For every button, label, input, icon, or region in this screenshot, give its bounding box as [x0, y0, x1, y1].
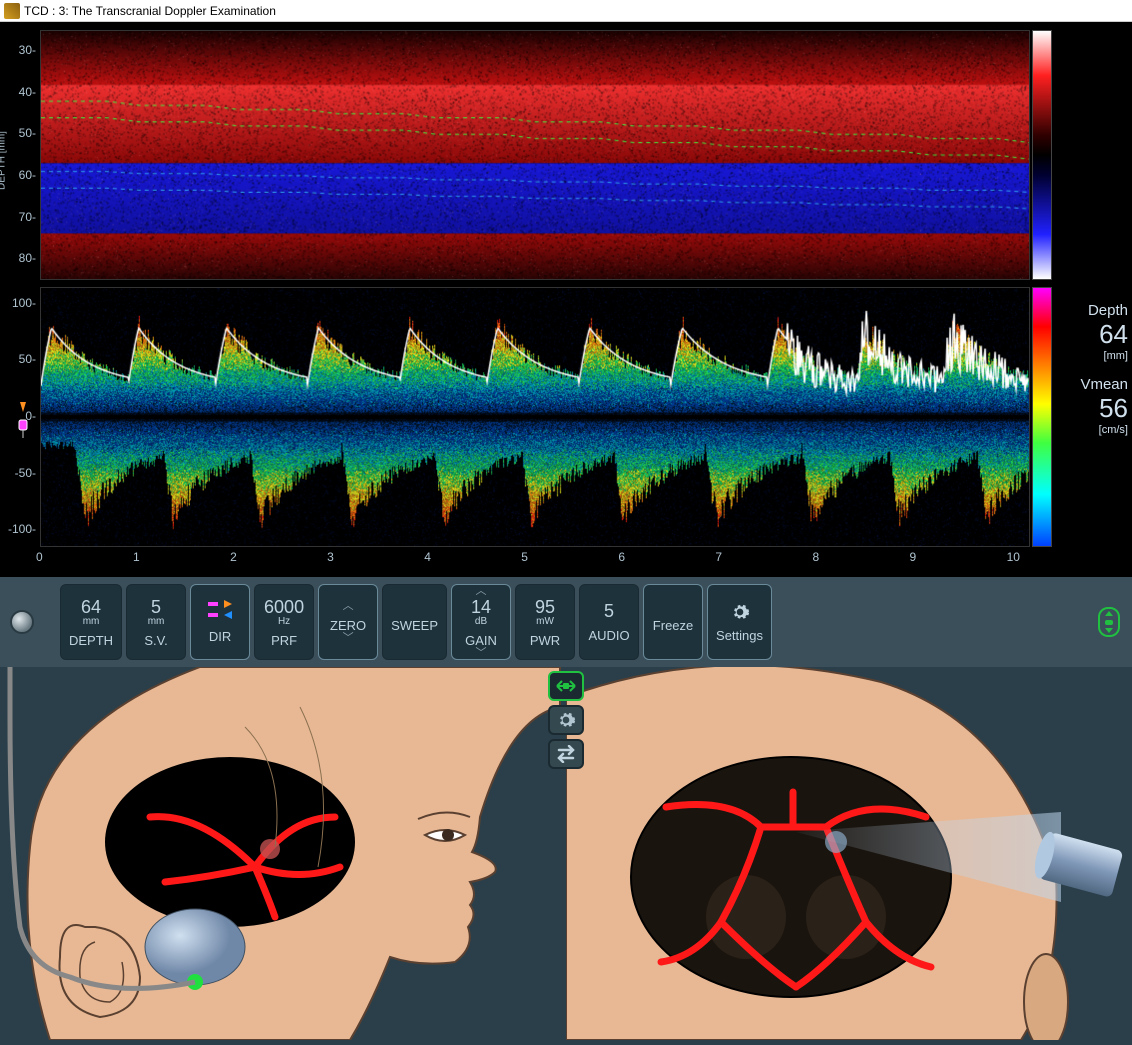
app-icon	[4, 3, 20, 19]
mmode-chart[interactable]	[40, 30, 1030, 280]
spectrum-chart[interactable]	[40, 287, 1030, 547]
mmode-ylabel: DEPTH [mm]	[0, 131, 8, 190]
gear-icon	[730, 602, 750, 622]
exchange-button[interactable]	[548, 739, 584, 769]
spectrum-yaxis: -100--50-0-50-100-	[0, 287, 40, 547]
ctrl-sv[interactable]: 5mmS.V.	[126, 584, 186, 660]
ctrl-depth[interactable]: 64mmDEPTH	[60, 584, 122, 660]
ctrl-pwr[interactable]: 95mWPWR	[515, 584, 575, 660]
titlebar: TCD : 3: The Transcranial Doppler Examin…	[0, 0, 1132, 22]
direction-icon	[208, 600, 232, 619]
spectrum-canvas	[41, 288, 1029, 546]
chevron-down-icon: ﹀	[476, 648, 487, 659]
ctrl-zero[interactable]: ︿ZERO﹀	[318, 584, 378, 660]
chevron-down-icon: ﹀	[343, 633, 354, 644]
ctrl-settings[interactable]: Settings	[707, 584, 772, 660]
depth-label: Depth	[1056, 302, 1128, 319]
swap-view-button[interactable]	[548, 671, 584, 701]
doppler-panel: DEPTH [mm] 30-40-50-60-70-80- -100--50-0…	[0, 22, 1132, 577]
anatomy-panel	[0, 667, 1132, 1040]
chevron-up-icon: ︿	[476, 586, 487, 597]
control-bar: 64mmDEPTH5mmS.V.DIR6000HzPRF︿ZERO﹀SWEEP︿…	[0, 577, 1132, 667]
readouts: Depth 64 [mm] Vmean 56 [cm/s]	[1056, 302, 1128, 450]
depth-unit: [mm]	[1056, 350, 1128, 362]
ctrl-audio[interactable]: 5AUDIO	[579, 584, 639, 660]
depth-value: 64	[1056, 319, 1128, 350]
vmean-value: 56	[1056, 393, 1128, 424]
ctrl-gain[interactable]: ︿14dBGAIN﹀	[451, 584, 511, 660]
ctrl-sweep[interactable]: SWEEP	[382, 584, 447, 660]
expand-toggle[interactable]	[1098, 607, 1120, 637]
mmode-yaxis: DEPTH [mm] 30-40-50-60-70-80-	[0, 30, 40, 280]
vmean-unit: [cm/s]	[1056, 424, 1128, 436]
spectrum-colorbar	[1032, 287, 1052, 547]
mmode-canvas	[41, 31, 1029, 279]
ctrl-freeze[interactable]: Freeze	[643, 584, 703, 660]
anatomy-button-stack	[548, 671, 584, 769]
ctrl-dir[interactable]: DIR	[190, 584, 250, 660]
time-axis: 012345678910	[40, 550, 1030, 570]
mmode-colorbar	[1032, 30, 1052, 280]
window-title: TCD : 3: The Transcranial Doppler Examin…	[24, 4, 276, 18]
vmean-label: Vmean	[1056, 376, 1128, 393]
ctrl-prf[interactable]: 6000HzPRF	[254, 584, 314, 660]
connector-icon[interactable]	[10, 610, 34, 634]
head-lateral-view[interactable]	[0, 667, 566, 1040]
anatomy-settings-button[interactable]	[548, 705, 584, 735]
chevron-up-icon: ︿	[343, 601, 354, 612]
head-superior-view[interactable]	[566, 667, 1132, 1040]
